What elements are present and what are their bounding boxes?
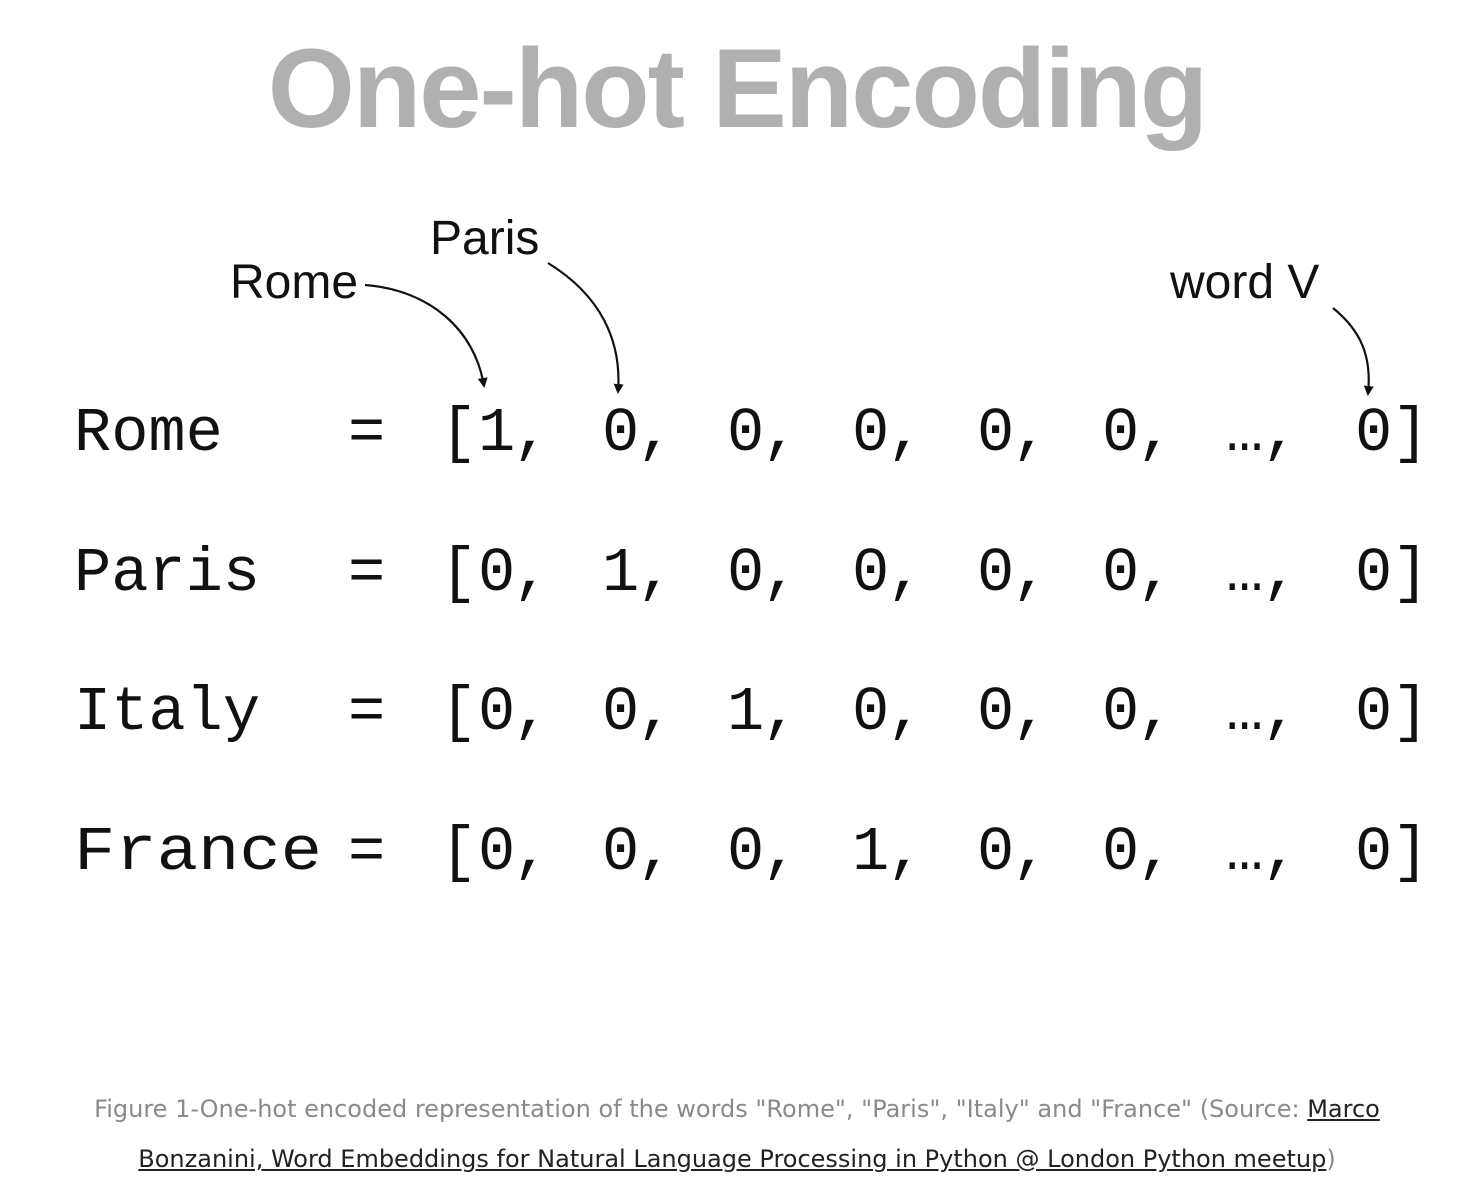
comma: , [513, 538, 550, 609]
close-bracket: ] [1392, 398, 1429, 469]
vector-value: 0 [478, 677, 515, 748]
vector-value: 0 [1355, 398, 1392, 469]
vector-ellipsis: … [1226, 817, 1263, 888]
vector-value: 0 [1355, 817, 1392, 888]
comma: , [1262, 538, 1299, 609]
open-bracket: [ [440, 398, 477, 469]
vector-value: 0 [478, 817, 515, 888]
arrow-word-v [1332, 307, 1374, 396]
vector-ellipsis: … [1226, 538, 1263, 609]
comma: , [513, 398, 550, 469]
vector-value: 0 [1102, 817, 1139, 888]
vector-value: 0 [727, 817, 764, 888]
comma: , [887, 398, 924, 469]
vector-value: 0 [1355, 677, 1392, 748]
comma: , [1137, 677, 1174, 748]
vector-value: 1 [852, 817, 889, 888]
annotation-label-word-v: word V [1169, 256, 1319, 309]
vector-value: 0 [478, 538, 515, 609]
vector-value: 0 [602, 398, 639, 469]
source-link[interactable]: Marco Bonzanini, Word Embeddings for Nat… [138, 1095, 1380, 1173]
vector-value: 0 [852, 538, 889, 609]
vector-value: 0 [727, 398, 764, 469]
vector-value: 0 [977, 817, 1014, 888]
close-bracket: ] [1392, 538, 1429, 609]
comma: , [513, 817, 550, 888]
vector-value: 0 [977, 538, 1014, 609]
comma: , [1262, 817, 1299, 888]
vector-value: 0 [977, 398, 1014, 469]
comma: , [762, 398, 799, 469]
caption-text: Figure 1-One-hot encoded representation … [94, 1095, 1308, 1123]
vector-value: 0 [1102, 538, 1139, 609]
comma: , [1262, 398, 1299, 469]
annotation-label-paris: Paris [430, 212, 539, 265]
close-bracket: ] [1392, 817, 1429, 888]
comma: , [1012, 677, 1049, 748]
vector-value: 1 [727, 677, 764, 748]
comma: , [1012, 538, 1049, 609]
vector-value: 0 [852, 398, 889, 469]
comma: , [762, 677, 799, 748]
one-hot-diagram: Rome Paris word V Rome = [ 1 , 0 , 0 , 0… [74, 212, 1429, 888]
comma: , [887, 538, 924, 609]
comma: , [762, 538, 799, 609]
vector-value: 1 [478, 398, 515, 469]
vector-value: 0 [1102, 677, 1139, 748]
arrow-rome [364, 283, 488, 388]
comma: , [1137, 817, 1174, 888]
equals-sign: = [348, 677, 385, 748]
equals-sign: = [348, 538, 385, 609]
comma: , [887, 817, 924, 888]
vector-ellipsis: … [1226, 398, 1263, 469]
equals-sign: = [348, 398, 385, 469]
comma: , [762, 817, 799, 888]
row-word-paris: Paris [74, 538, 260, 609]
row-word-france: France [74, 817, 322, 888]
caption-suffix: ) [1326, 1145, 1336, 1173]
comma: , [637, 398, 674, 469]
vector-value: 0 [852, 677, 889, 748]
vector-row-rome: Rome = [ 1 , 0 , 0 , 0 , 0 , 0 , … , 0 ] [74, 398, 1429, 469]
open-bracket: [ [440, 538, 477, 609]
vector-value: 0 [602, 677, 639, 748]
close-bracket: ] [1392, 677, 1429, 748]
comma: , [887, 677, 924, 748]
arrow-paris [547, 262, 624, 394]
vector-value: 0 [602, 817, 639, 888]
diagram-title: One-hot Encoding [267, 26, 1209, 151]
vector-row-france: France = [ 0 , 0 , 0 , 1 , 0 , 0 , … , 0… [74, 817, 1429, 888]
comma: , [637, 538, 674, 609]
equals-sign: = [348, 817, 385, 888]
figure-caption: Figure 1-One-hot encoded representation … [40, 1084, 1434, 1184]
vector-row-paris: Paris = [ 0 , 1 , 0 , 0 , 0 , 0 , … , 0 … [74, 538, 1429, 609]
open-bracket: [ [440, 677, 477, 748]
vector-value: 0 [977, 677, 1014, 748]
comma: , [1137, 398, 1174, 469]
comma: , [637, 677, 674, 748]
vector-value: 1 [602, 538, 639, 609]
row-word-italy: Italy [74, 677, 260, 748]
vector-value: 0 [727, 538, 764, 609]
vector-value: 0 [1102, 398, 1139, 469]
row-word-rome: Rome [74, 398, 223, 469]
comma: , [513, 677, 550, 748]
vector-row-italy: Italy = [ 0 , 0 , 1 , 0 , 0 , 0 , … , 0 … [74, 677, 1429, 748]
open-bracket: [ [440, 817, 477, 888]
comma: , [1137, 538, 1174, 609]
comma: , [1012, 398, 1049, 469]
vector-value: 0 [1355, 538, 1392, 609]
comma: , [1262, 677, 1299, 748]
vector-ellipsis: … [1226, 677, 1263, 748]
comma: , [1012, 817, 1049, 888]
comma: , [637, 817, 674, 888]
annotation-label-rome: Rome [230, 256, 358, 309]
